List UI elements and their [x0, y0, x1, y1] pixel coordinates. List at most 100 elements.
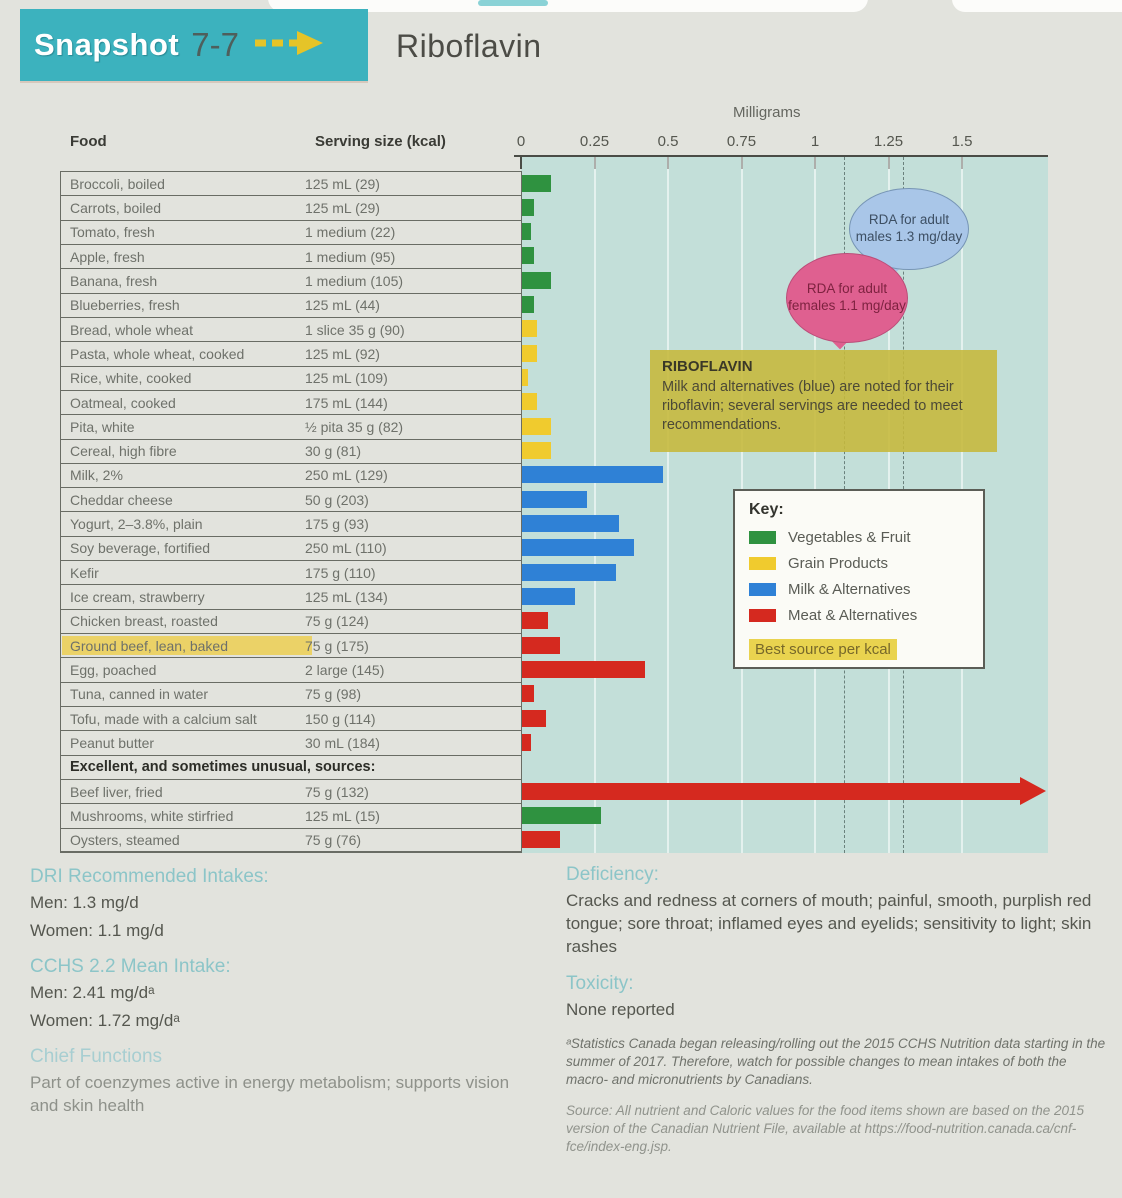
food-name: Chicken breast, roasted [70, 613, 218, 630]
page-edge-artifact [268, 0, 868, 12]
legend-box: Key: Vegetables & Fruit Grain Products M… [733, 489, 985, 669]
food-name: Tofu, made with a calcium salt [70, 710, 257, 727]
serving-size: 125 mL (134) [305, 589, 388, 606]
bar [522, 417, 552, 435]
food-table-outline [60, 171, 522, 853]
serving-size: 75 g (98) [305, 686, 362, 703]
food-name: Banana, fresh [70, 272, 158, 289]
table-row: Cheddar cheese 50 g (203) [60, 487, 522, 511]
food-name: Peanut butter [70, 735, 155, 752]
x-tick-label: 0.5 [657, 133, 679, 150]
cchs-section: CCHS 2.2 Mean Intake: Men: 2.41 mg/dᵃ Wo… [30, 956, 540, 1032]
table-row: Pasta, whole wheat, cooked 125 mL (92) [60, 341, 522, 365]
food-name: Oysters, steamed [70, 831, 180, 848]
serving-size: 250 mL (110) [305, 540, 387, 557]
legend-entry: Milk & Alternatives [749, 581, 969, 598]
bar [522, 612, 549, 630]
bar-arrowhead-icon [1020, 777, 1046, 805]
deficiency-body: Cracks and redness at corners of mouth; … [566, 891, 1092, 956]
food-name: Cereal, high fibre [70, 443, 177, 460]
serving-size: 75 g (76) [305, 831, 362, 848]
serving-size: 1 medium (22) [305, 224, 396, 241]
table-row: Soy beverage, fortified 250 mL (110) [60, 535, 522, 560]
food-name: Ground beef, lean, baked [70, 637, 229, 654]
toxicity-body: None reported [566, 999, 675, 1019]
section-title: Excellent, and sometimes unusual, source… [70, 759, 376, 776]
bar [522, 685, 534, 703]
serving-size: 30 g (81) [305, 443, 362, 460]
table-row: Kefir 175 g (110) [60, 560, 522, 584]
table-row: Yogurt, 2–3.8%, plain 175 g (93) [60, 511, 522, 535]
legend-color-chip [749, 583, 776, 596]
serving-size: 175 g (110) [305, 564, 376, 581]
bar [522, 223, 531, 241]
bar-offscale [522, 782, 1020, 800]
table-row: Oatmeal, cooked 175 mL (144) [60, 389, 522, 414]
food-name: Cheddar cheese [70, 491, 173, 508]
bar [522, 296, 534, 314]
table-row: Egg, poached 2 large (145) [60, 657, 522, 681]
chief-functions-body: Part of coenzymes active in energy metab… [30, 1073, 510, 1116]
x-tick-label: 1.25 [873, 133, 904, 150]
legend-entry: Meat & Alternatives [749, 607, 969, 624]
serving-size: 125 mL (15) [305, 807, 380, 824]
x-axis-title: Milligrams [733, 104, 801, 121]
table-row: Carrots, boiled 125 mL (29) [60, 195, 522, 219]
best-source-highlight [62, 636, 312, 656]
bar [522, 247, 534, 265]
riboflavin-note-body: Milk and alternatives (blue) are noted f… [662, 379, 963, 433]
serving-size: 125 mL (92) [305, 345, 380, 362]
serving-size: 1 medium (95) [305, 248, 396, 265]
bar [522, 466, 664, 484]
table-row: Chicken breast, roasted 75 g (124) [60, 608, 522, 633]
bar [522, 174, 552, 192]
x-tick-label: 0.75 [726, 133, 757, 150]
bar [522, 660, 646, 678]
food-name: Pita, white [70, 418, 135, 435]
column-header-food: Food [70, 133, 107, 150]
serving-size: ½ pita 35 g (82) [305, 418, 404, 435]
snapshot-banner: Snapshot 7-7 [20, 9, 368, 81]
best-source-tag: Best source per kcal [749, 639, 897, 660]
food-name: Milk, 2% [70, 467, 123, 484]
food-name: Beef liver, fried [70, 783, 163, 800]
food-name: Mushrooms, white stirfried [70, 807, 234, 824]
table-row: Tuna, canned in water 75 g (98) [60, 681, 522, 706]
cchs-women: Women: 1.72 mg/dᵃ [30, 1011, 180, 1031]
page-title: Riboflavin [396, 28, 542, 64]
table-row: Pita, white ½ pita 35 g (82) [60, 414, 522, 438]
serving-size: 175 mL (144) [305, 394, 388, 411]
bar [522, 320, 537, 338]
table-row: Beef liver, fried 75 g (132) [60, 779, 522, 803]
serving-size: 1 slice 35 g (90) [305, 321, 405, 338]
table-row: Ice cream, strawberry 125 mL (134) [60, 584, 522, 608]
food-name: Tuna, canned in water [70, 686, 209, 703]
food-name: Apple, fresh [70, 248, 145, 265]
table-row: Oysters, steamed 75 g (76) [60, 827, 522, 852]
table-row: Apple, fresh 1 medium (95) [60, 243, 522, 268]
legend-color-chip [749, 531, 776, 544]
table-row: Blueberries, fresh 125 mL (44) [60, 292, 522, 317]
bar [522, 733, 531, 751]
food-name: Carrots, boiled [70, 199, 162, 216]
table-row: Mushrooms, white stirfried 125 mL (15) [60, 803, 522, 827]
bar [522, 198, 534, 216]
grid-line [593, 157, 596, 853]
x-tick-label: 1 [810, 133, 820, 150]
dri-heading: DRI Recommended Intakes: [30, 866, 269, 887]
serving-size: 2 large (145) [305, 662, 385, 679]
serving-size: 150 g (114) [305, 710, 376, 727]
bar [522, 636, 561, 654]
serving-size: 1 medium (105) [305, 272, 404, 289]
dri-men: Men: 1.3 mg/d [30, 893, 139, 912]
bar [522, 344, 537, 362]
serving-size: 125 mL (29) [305, 175, 380, 192]
page-edge-artifact-teal [478, 0, 548, 6]
serving-size: 75 g (124) [305, 613, 369, 630]
cchs-men: Men: 2.41 mg/dᵃ [30, 983, 155, 1003]
food-name: Egg, poached [70, 662, 157, 679]
bar [522, 587, 575, 605]
serving-size: 125 mL (44) [305, 297, 380, 314]
bar [522, 563, 617, 581]
chief-functions-section: Chief Functions Part of coenzymes active… [30, 1046, 540, 1118]
